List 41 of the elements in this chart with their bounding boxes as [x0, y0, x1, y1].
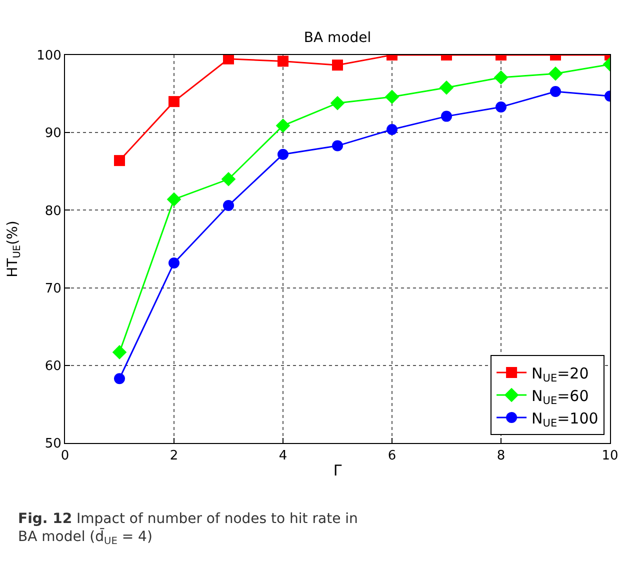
chart-title: BA model [304, 30, 372, 46]
x-tick-label: 2 [170, 448, 178, 464]
legend-label: N$_{UE}$=20 [532, 364, 589, 384]
point [496, 101, 506, 112]
point [332, 60, 343, 71]
point [439, 80, 454, 95]
point [332, 140, 343, 152]
y-tick-label: 70 [44, 281, 62, 296]
point [494, 70, 508, 85]
point [166, 192, 182, 206]
point [278, 148, 288, 160]
point [223, 200, 234, 212]
point [441, 110, 452, 122]
y-tick-label: 80 [44, 204, 62, 219]
y-tick-label: 90 [44, 126, 62, 142]
point [278, 56, 288, 67]
x-tick-label: 0 [60, 448, 70, 464]
point [168, 257, 180, 268]
legend-label: N$_{UE}$=100 [532, 409, 598, 430]
x-tick-label: 10 [602, 448, 618, 464]
point [384, 90, 400, 104]
point [114, 373, 125, 384]
point [386, 124, 398, 135]
point [221, 172, 236, 186]
point [114, 155, 125, 166]
x-tick-label: 4 [278, 448, 288, 464]
caption: Fig. 12 Impact of number of nodes to hit rate in BA model (d̄$_{UE}$ = 4) [18, 511, 358, 548]
legend-label: N$_{UE}$=60 [532, 386, 589, 407]
point [548, 66, 563, 81]
x-tick-label: 6 [388, 448, 396, 464]
y-tick-label: 50 [44, 436, 62, 452]
point [276, 118, 290, 133]
y-tick-label: 100 [36, 48, 62, 64]
point [550, 86, 561, 97]
y-tick-label: 60 [44, 358, 62, 374]
point [330, 96, 345, 110]
point [112, 345, 127, 360]
x-tick-label: 8 [496, 448, 506, 464]
point [168, 96, 180, 108]
point [223, 55, 234, 64]
x-axis-title: Γ [333, 462, 342, 480]
